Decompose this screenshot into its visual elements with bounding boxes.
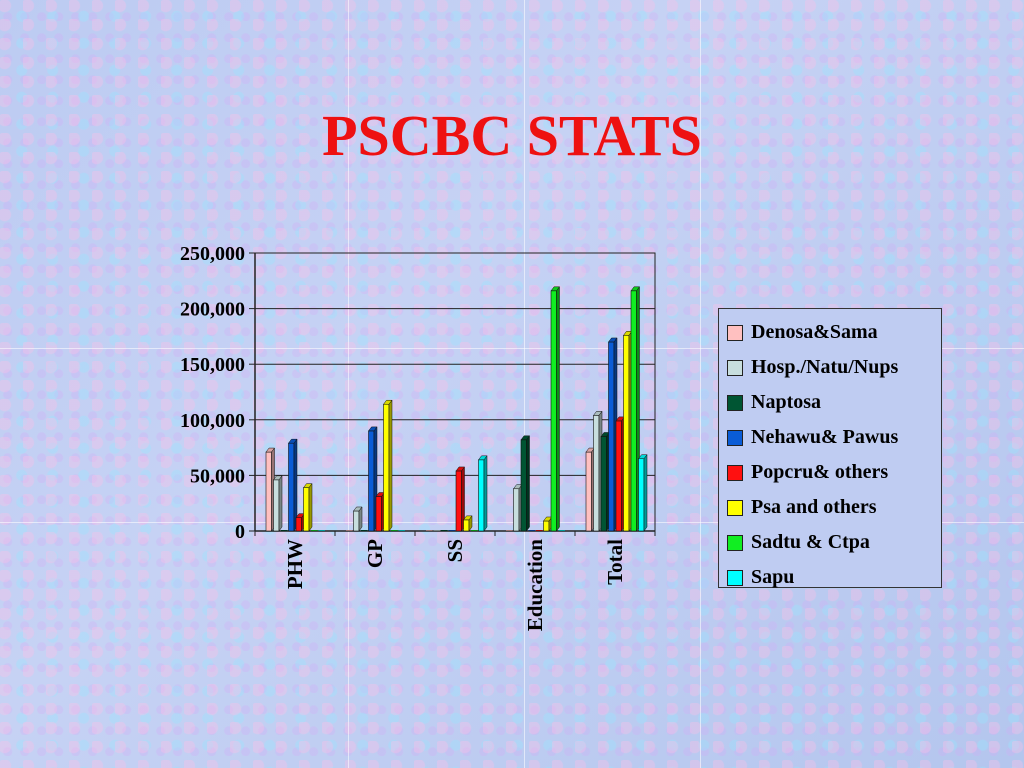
background-grid-line <box>524 0 525 768</box>
bar-zero <box>528 530 535 531</box>
bar-chart: 0 50,000 100,000 150,000 200,000 250,000 PHW GP… <box>180 243 656 632</box>
legend-item: Nehawu& Pawus <box>727 420 941 455</box>
bar <box>623 334 630 532</box>
y-tick-label: 200,000 <box>180 299 245 321</box>
bar <box>593 415 600 532</box>
legend-label: Hosp./Natu/Nups <box>751 356 899 378</box>
bar-side <box>278 475 283 532</box>
legend-swatch <box>727 464 743 481</box>
bar-zero <box>441 530 448 531</box>
bar <box>638 458 645 532</box>
legend-label: Popcru& others <box>751 461 889 483</box>
legend-swatch <box>727 359 743 376</box>
bar <box>630 290 637 532</box>
bar-zero <box>558 530 565 531</box>
bar <box>368 430 375 532</box>
bar-side <box>556 286 560 532</box>
bar <box>455 470 462 532</box>
legend-swatch <box>727 569 743 586</box>
bar-zero <box>448 530 455 531</box>
bar <box>295 517 302 532</box>
legend-item: Psa and others <box>727 490 941 525</box>
legend-item: Sadtu & Ctpa <box>727 525 941 560</box>
y-tick-label: 100,000 <box>180 410 245 432</box>
legend-label: Sadtu & Ctpa <box>751 531 870 553</box>
legend-item: Naptosa <box>727 385 941 420</box>
legend-swatch <box>727 534 743 551</box>
bar-zero <box>398 530 405 531</box>
x-tick-label: Education <box>523 539 547 632</box>
bar <box>550 290 557 532</box>
y-tick-label: 150,000 <box>180 354 245 376</box>
background-grid-line <box>700 0 701 768</box>
bar <box>273 479 280 532</box>
chart-legend: Denosa&Sama Hosp./Natu/Nups Naptosa Nehawu&… <box>718 308 942 588</box>
legend-label: Psa and others <box>751 496 877 518</box>
x-tick-label: Total <box>603 539 627 585</box>
bar <box>375 496 382 532</box>
bar <box>478 459 485 532</box>
x-tick-label: GP <box>363 539 387 568</box>
background-grid-line <box>0 348 1024 349</box>
y-tick-label: 250,000 <box>180 243 245 265</box>
bar-zero <box>281 530 288 531</box>
bar-zero <box>426 530 433 531</box>
legend-label: Naptosa <box>751 391 822 413</box>
bar-zero <box>318 530 325 531</box>
background-grid-line <box>348 0 349 768</box>
bar <box>513 488 520 532</box>
bar-side <box>526 435 530 532</box>
legend-label: Nehawu& Pawus <box>751 426 899 448</box>
bar-side <box>308 482 313 532</box>
bar-zero <box>391 530 398 531</box>
bar <box>265 451 272 532</box>
legend-item: Popcru& others <box>727 455 941 490</box>
bar-side <box>643 453 648 532</box>
legend-label: Sapu <box>751 566 795 588</box>
legend-swatch <box>727 324 743 341</box>
y-tick-label: 50,000 <box>190 465 245 487</box>
legend-swatch <box>727 394 743 411</box>
bar <box>383 403 390 532</box>
bar <box>608 341 615 532</box>
bar <box>543 520 550 532</box>
bar-zero <box>361 530 368 531</box>
bar <box>288 442 295 532</box>
bar <box>303 487 310 532</box>
bar <box>585 451 592 532</box>
bar <box>615 420 622 532</box>
legend-item: Sapu <box>727 560 941 595</box>
bar-zero <box>433 530 440 531</box>
bar-side <box>468 515 473 532</box>
background-grid-line <box>0 522 1024 523</box>
legend-swatch <box>727 499 743 516</box>
bar-zero <box>536 530 543 531</box>
bar-zero <box>311 530 318 531</box>
bar-zero <box>346 530 353 531</box>
y-tick-label: 0 <box>235 521 245 543</box>
legend-label: Denosa&Sama <box>751 321 878 343</box>
bar-side <box>358 506 363 532</box>
bar-side <box>483 455 488 532</box>
x-tick-label: PHW <box>283 539 307 589</box>
bar-zero <box>506 530 513 531</box>
bar <box>353 510 360 532</box>
bar-side <box>388 399 393 532</box>
legend-item: Denosa&Sama <box>727 315 941 350</box>
bar-zero <box>471 530 478 531</box>
bar <box>463 519 470 532</box>
legend-item: Hosp./Natu/Nups <box>727 350 941 385</box>
bar <box>600 436 607 532</box>
bar <box>520 439 527 532</box>
page-title: PSCBC STATS <box>322 103 702 168</box>
legend-swatch <box>727 429 743 446</box>
x-tick-label: SS <box>443 539 467 562</box>
